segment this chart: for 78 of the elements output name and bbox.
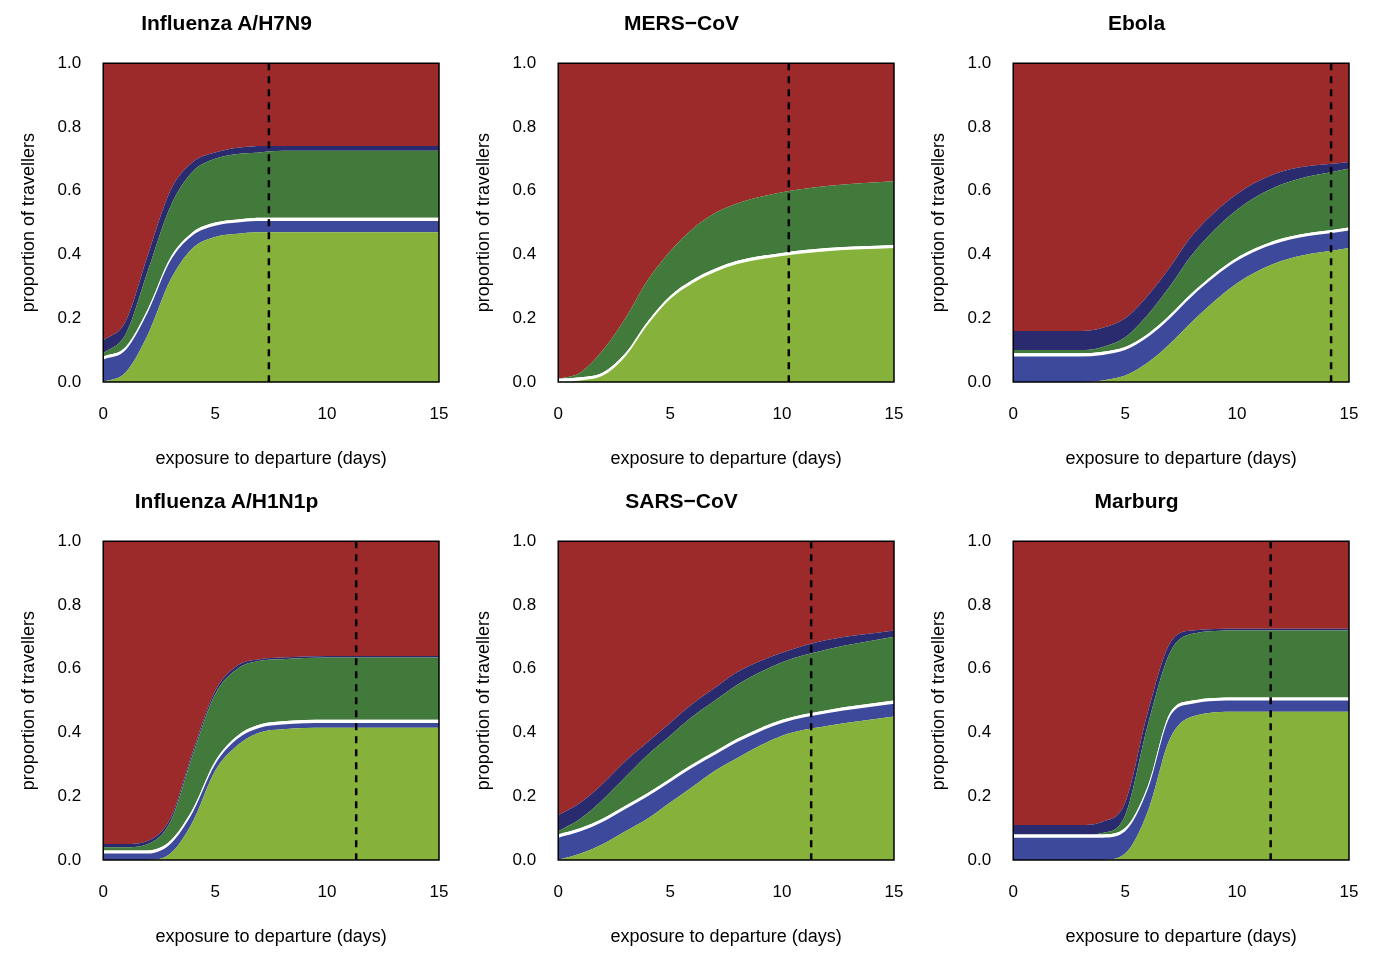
- y-tick-label: 0.6: [967, 180, 992, 200]
- y-tick-label: 1.0: [967, 530, 992, 550]
- y-tick-label: 0.4: [512, 722, 537, 742]
- x-axis-title: exposure to departure (days): [155, 926, 387, 947]
- chart-title: Marburg: [1094, 489, 1179, 513]
- x-axis-title: exposure to departure (days): [1065, 448, 1297, 469]
- y-tick-label: 0.6: [57, 658, 82, 678]
- y-tick-label: 0.8: [512, 116, 537, 136]
- y-tick-label: 0.8: [967, 116, 992, 136]
- chart-title: SARS−CoV: [625, 489, 738, 513]
- y-tick-label: 0.4: [512, 244, 537, 264]
- x-axis-title: exposure to departure (days): [610, 448, 842, 469]
- x-tick-label: 5: [665, 881, 675, 901]
- y-tick-label: 0.2: [57, 785, 82, 805]
- y-axis-title: proportion of travellers: [472, 133, 493, 313]
- x-tick-label: 0: [1008, 403, 1018, 423]
- y-tick-label: 0.0: [512, 371, 537, 391]
- x-tick-label: 5: [665, 403, 675, 423]
- y-axis-title: proportion of travellers: [17, 611, 38, 791]
- y-tick-label: 1.0: [57, 530, 82, 550]
- x-tick-label: 10: [317, 881, 337, 901]
- y-tick-label: 0.2: [967, 307, 992, 327]
- chart-title: Influenza A/H7N9: [141, 11, 312, 35]
- x-tick-label: 15: [884, 881, 904, 901]
- y-tick-label: 1.0: [967, 52, 992, 72]
- chart-title: Influenza A/H1N1p: [134, 489, 319, 513]
- x-tick-label: 5: [210, 403, 220, 423]
- x-tick-label: 10: [317, 403, 337, 423]
- y-tick-label: 0.8: [512, 594, 537, 614]
- y-tick-label: 0.2: [512, 307, 537, 327]
- y-tick-label: 0.0: [57, 371, 82, 391]
- y-tick-label: 0.0: [967, 371, 992, 391]
- x-axis-title: exposure to departure (days): [155, 448, 387, 469]
- y-tick-label: 1.0: [512, 52, 537, 72]
- chart-title: Ebola: [1107, 11, 1166, 35]
- x-tick-label: 15: [1339, 881, 1359, 901]
- y-tick-label: 0.4: [967, 722, 992, 742]
- x-tick-label: 0: [98, 403, 108, 423]
- y-axis-title: proportion of travellers: [17, 133, 38, 313]
- x-tick-label: 10: [1227, 403, 1247, 423]
- y-tick-label: 0.2: [57, 307, 82, 327]
- x-tick-label: 10: [772, 881, 792, 901]
- y-tick-label: 0.0: [512, 849, 537, 869]
- x-tick-label: 15: [429, 881, 449, 901]
- x-axis-title: exposure to departure (days): [610, 926, 842, 947]
- x-tick-label: 10: [1227, 881, 1247, 901]
- y-tick-label: 0.6: [512, 180, 537, 200]
- x-tick-label: 0: [1008, 881, 1018, 901]
- y-axis-title: proportion of travellers: [927, 133, 948, 313]
- y-tick-label: 0.0: [967, 849, 992, 869]
- y-tick-label: 0.0: [57, 849, 82, 869]
- y-tick-label: 0.4: [57, 722, 82, 742]
- y-tick-label: 0.2: [967, 785, 992, 805]
- y-tick-label: 0.4: [57, 244, 82, 264]
- y-tick-label: 0.2: [512, 785, 537, 805]
- chart-title: MERS−CoV: [624, 11, 739, 35]
- y-tick-label: 1.0: [512, 530, 537, 550]
- x-tick-label: 5: [1120, 403, 1130, 423]
- x-tick-label: 0: [553, 403, 563, 423]
- x-tick-label: 5: [1120, 881, 1130, 901]
- y-tick-label: 0.4: [967, 244, 992, 264]
- x-axis-title: exposure to departure (days): [1065, 926, 1297, 947]
- y-tick-label: 1.0: [57, 52, 82, 72]
- y-axis-title: proportion of travellers: [472, 611, 493, 791]
- x-tick-label: 0: [553, 881, 563, 901]
- y-axis-title: proportion of travellers: [927, 611, 948, 791]
- x-tick-label: 10: [772, 403, 792, 423]
- y-tick-label: 0.6: [57, 180, 82, 200]
- x-tick-label: 15: [429, 403, 449, 423]
- y-tick-label: 0.8: [57, 594, 82, 614]
- y-tick-label: 0.8: [57, 116, 82, 136]
- y-tick-label: 0.6: [967, 658, 992, 678]
- x-tick-label: 0: [98, 881, 108, 901]
- y-tick-label: 0.8: [967, 594, 992, 614]
- x-tick-label: 5: [210, 881, 220, 901]
- x-tick-label: 15: [1339, 403, 1359, 423]
- x-tick-label: 15: [884, 403, 904, 423]
- y-tick-label: 0.6: [512, 658, 537, 678]
